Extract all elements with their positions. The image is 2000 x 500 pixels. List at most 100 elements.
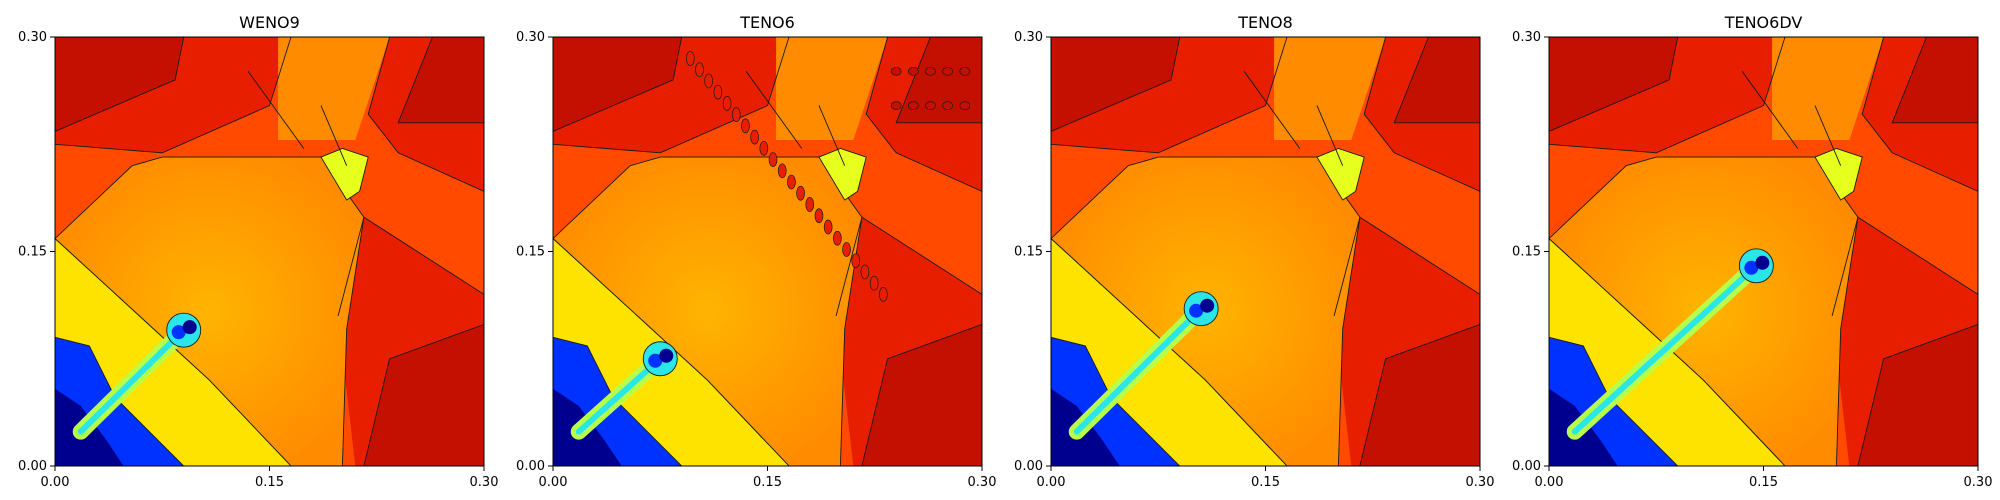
contour-line xyxy=(1243,71,1301,149)
contour-line xyxy=(895,37,982,124)
chart-svg: WENO9 0.00 0.15 0.30 0.00 0.15 0.30 xyxy=(18,13,498,490)
oscillation-blob xyxy=(814,208,824,224)
intersection-diamond xyxy=(320,148,369,201)
panel-title: TENO8 xyxy=(1237,13,1293,32)
contour-line xyxy=(1814,105,1842,166)
oscillation-blob xyxy=(750,129,759,145)
upper-middle-band xyxy=(1772,37,1884,140)
y-tick-label: 0.15 xyxy=(1014,245,1043,260)
contour-line xyxy=(247,71,305,149)
oscillation-blob xyxy=(842,242,851,257)
panel-weno9: WENO9 0.00 0.15 0.30 0.00 0.15 0.30 xyxy=(10,0,498,500)
oscillation-blob xyxy=(942,101,954,110)
field-layer xyxy=(553,37,982,466)
contour-line xyxy=(1549,37,1786,154)
x-tick-label: 0.00 xyxy=(1535,475,1564,490)
intersection-diamond xyxy=(1814,148,1863,201)
contour-line xyxy=(818,105,846,166)
upper-middle-band xyxy=(278,37,390,140)
oscillation-blob xyxy=(722,96,732,111)
contour-line xyxy=(553,37,683,132)
oscillation-blob xyxy=(959,101,971,110)
oscillation-blob xyxy=(878,287,888,302)
contour-line xyxy=(861,323,982,466)
contour-line xyxy=(363,323,484,466)
y-tick-label: 0.15 xyxy=(18,245,47,260)
panel-title: TENO6DV xyxy=(1724,13,1803,32)
contour-line xyxy=(320,105,348,166)
contour-line xyxy=(1393,37,1480,124)
oscillation-blob xyxy=(695,62,704,78)
x-tick-label: 0.30 xyxy=(1466,475,1495,490)
lower-right-dark-triangle xyxy=(363,324,484,466)
lower-right-dark-triangle xyxy=(1857,324,1978,466)
contour-line xyxy=(1891,37,1978,124)
oscillation-blob xyxy=(805,197,815,212)
upper-middle-band xyxy=(776,37,888,140)
jet-core xyxy=(1571,262,1760,435)
jet-cap-vortex-right xyxy=(659,348,674,363)
oscillation-blob xyxy=(713,84,723,100)
contour-line xyxy=(835,216,982,317)
panel-teno6dv: TENO6DV 0.00 0.15 0.30 0.00 0.15 0.30 xyxy=(1504,0,1992,500)
contour-line xyxy=(553,37,790,154)
oscillation-blob xyxy=(787,174,796,190)
oscillation-blob xyxy=(796,185,805,201)
x-tick-label: 0.15 xyxy=(753,475,782,490)
oscillation-blob xyxy=(942,66,954,76)
oscillation-blob xyxy=(925,101,936,110)
chart-svg: TENO6 0.00 0.15 0.30 0.00 0.15 0.30 xyxy=(516,13,996,490)
jet-cap-vortex-right xyxy=(1755,255,1770,270)
y-tick-label: 0.15 xyxy=(1512,245,1541,260)
oscillation-blob xyxy=(890,101,902,110)
contour-line xyxy=(1363,37,1480,192)
oscillation-blob xyxy=(759,140,769,156)
panel-teno6: TENO6 0.00 0.15 0.30 0.00 0.15 0.30 xyxy=(508,0,996,500)
y-tick-label: 0.30 xyxy=(516,30,545,45)
oscillation-blob xyxy=(860,264,870,280)
oscillation-blob xyxy=(851,253,861,269)
panel-teno8: TENO8 0.00 0.15 0.30 0.00 0.15 0.30 xyxy=(1006,0,1494,500)
contour-line xyxy=(1857,323,1978,466)
contour-line xyxy=(367,37,484,192)
jet-core xyxy=(77,327,187,435)
contour-line xyxy=(55,37,185,132)
field-layer xyxy=(1549,37,1978,466)
contour-line xyxy=(1741,71,1799,149)
y-tick-label: 0.00 xyxy=(1014,459,1043,474)
oscillation-blob xyxy=(777,163,787,179)
x-tick-label: 0.00 xyxy=(539,475,568,490)
jet-core xyxy=(1073,305,1205,435)
upper-left-dark-triangle xyxy=(553,37,682,132)
oscillation-blob xyxy=(768,152,778,167)
x-tick-label: 0.30 xyxy=(1964,475,1993,490)
panel-title: WENO9 xyxy=(239,13,300,32)
oscillation-blob xyxy=(908,101,919,110)
contour-line xyxy=(337,216,484,317)
jet-cap-vortex-left xyxy=(1189,303,1204,318)
oscillation-blob xyxy=(704,73,714,89)
contour-line xyxy=(1549,37,1679,132)
y-tick-label: 0.30 xyxy=(1512,30,1541,45)
lower-right-dark-triangle xyxy=(1359,324,1480,466)
y-tick-label: 0.00 xyxy=(18,459,47,474)
contour-line xyxy=(55,37,292,154)
chart-svg: TENO6DV 0.00 0.15 0.30 0.00 0.15 0.30 xyxy=(1512,13,1992,490)
field-layer xyxy=(1051,37,1480,466)
panel-title: TENO6 xyxy=(739,13,795,32)
upper-right-dark-triangle xyxy=(1394,37,1480,123)
oscillation-blob xyxy=(925,66,936,76)
oscillation-blob xyxy=(890,66,902,76)
field-layer xyxy=(55,37,484,466)
oscillation-blob xyxy=(908,66,919,76)
upper-right-dark-triangle xyxy=(1892,37,1978,123)
oscillation-layer xyxy=(685,51,971,302)
contour-line xyxy=(1051,37,1181,132)
oscillation-blob xyxy=(833,230,842,246)
jet-cap-vortex-right xyxy=(182,320,197,335)
oscillation-blob xyxy=(731,107,741,122)
upper-left-dark-triangle xyxy=(1549,37,1678,132)
contour-line xyxy=(865,37,982,192)
jet-core xyxy=(575,355,664,435)
upper-left-dark-triangle xyxy=(1051,37,1180,132)
